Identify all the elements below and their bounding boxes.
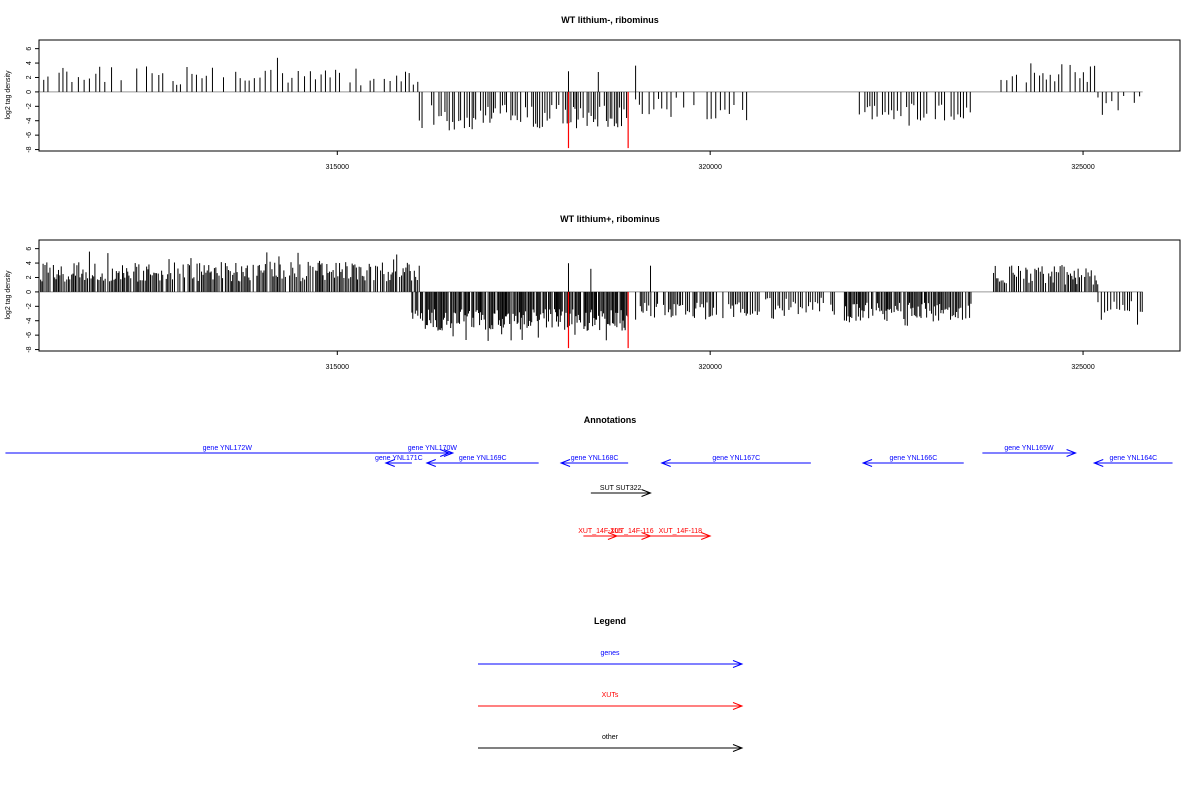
y-tick-label: -8 <box>26 346 33 352</box>
feature-arrowhead <box>861 459 873 467</box>
panel-title: WT lithium+, ribominus <box>560 214 660 224</box>
feature-label: SUT SUT322 <box>600 485 642 492</box>
y-tick-label: 2 <box>26 75 33 79</box>
plot-frame <box>38 39 1181 152</box>
y-axis: 6 4 2 0 -2 -4 -6 -8 <box>26 47 39 153</box>
legend-label: other <box>602 734 619 741</box>
y-tick-label: -2 <box>26 303 33 309</box>
xut-feature: XUT_14F-118 <box>650 528 712 540</box>
feature-label: XUT_14F-105 <box>578 528 622 535</box>
feature-label: gene YNL168C <box>571 455 619 462</box>
legend-title: Legend <box>594 616 626 626</box>
gene-feature: gene YNL169C <box>425 455 539 467</box>
gene-feature: gene YNL168C <box>559 455 629 467</box>
y-axis-label: log2 tag density <box>5 270 12 320</box>
feature-label: XUT_14F-118 <box>659 528 703 535</box>
annotations-panel: Annotations gene YNL172W gene YNL170Wgene… <box>5 415 1173 540</box>
legend: Legend genes XUTs other <box>478 616 744 752</box>
legend-item-xuts: XUTs <box>478 692 744 710</box>
plot-frame <box>38 239 1181 352</box>
legend-items: genes XUTs other <box>478 650 744 752</box>
x-tick-label: 320000 <box>698 364 721 371</box>
y-tick-label: 2 <box>26 275 33 279</box>
feature-label: gene YNL165W <box>1004 445 1054 452</box>
gene-feature: gene YNL171C <box>375 455 423 467</box>
track-panel-lithium-minus: WT lithium-, ribominus log2 tag density … <box>5 15 1181 171</box>
x-tick-label: 315000 <box>326 364 349 371</box>
x-axis: 315000 320000 325000 <box>326 151 1095 171</box>
y-tick-label: 0 <box>26 90 33 94</box>
y-tick-label: -6 <box>26 332 33 338</box>
feature-arrowhead <box>660 459 671 467</box>
y-tick-label: 6 <box>26 47 33 51</box>
feature-arrowhead <box>559 459 571 467</box>
y-tick-label: -6 <box>26 132 33 138</box>
y-tick-label: 4 <box>26 261 33 265</box>
feature-arrowhead <box>425 459 436 467</box>
annotation-features: gene YNL172W gene YNL170W gene YNL171C gene… <box>5 445 1173 540</box>
feature-label: gene YNL172W <box>203 445 253 452</box>
track-bars <box>39 251 1143 349</box>
feature-label: gene YNL164C <box>1110 455 1158 462</box>
y-tick-label: 0 <box>26 290 33 294</box>
legend-arrowhead <box>732 744 744 752</box>
x-tick-label: 320000 <box>698 164 721 171</box>
x-axis: 315000 320000 325000 <box>326 351 1095 371</box>
feature-label: XUT_14F-116 <box>610 528 654 535</box>
gene-feature: gene YNL165W <box>982 445 1077 457</box>
legend-arrowhead <box>732 702 744 710</box>
y-axis-label: log2 tag density <box>5 70 12 120</box>
y-tick-label: -4 <box>26 318 33 324</box>
y-tick-label: 4 <box>26 61 33 65</box>
feature-label: gene YNL169C <box>459 455 507 462</box>
gene-feature: gene YNL170W <box>408 445 458 457</box>
feature-label: gene YNL170W <box>408 445 458 452</box>
y-tick-label: -4 <box>26 118 33 124</box>
track-panel-lithium-plus: WT lithium+, ribominus log2 tag density … <box>5 214 1181 371</box>
feature-arrowhead <box>700 532 712 540</box>
feature-arrowhead <box>641 489 652 497</box>
feature-label: gene YNL171C <box>375 455 423 462</box>
sut-feature: SUT SUT322 <box>590 485 652 497</box>
legend-label: XUTs <box>602 692 619 699</box>
track-bars <box>38 57 1143 149</box>
feature-label: gene YNL166C <box>890 455 938 462</box>
gene-feature: gene YNL167C <box>660 455 811 467</box>
feature-arrowhead <box>384 459 395 467</box>
gene-feature: gene YNL166C <box>861 455 964 467</box>
y-axis: 6 4 2 0 -2 -4 -6 -8 <box>26 247 39 353</box>
feature-arrowhead <box>1066 449 1077 457</box>
legend-item-genes: genes <box>478 650 744 668</box>
annotations-title: Annotations <box>584 415 637 425</box>
y-tick-label: -8 <box>26 146 33 152</box>
feature-arrowhead <box>443 449 455 457</box>
legend-arrowhead <box>732 660 744 668</box>
legend-item-other: other <box>478 734 744 752</box>
y-tick-label: -2 <box>26 103 33 109</box>
feature-arrowhead <box>1092 459 1104 467</box>
x-tick-label: 315000 <box>326 164 349 171</box>
y-tick-label: 6 <box>26 247 33 251</box>
x-tick-label: 325000 <box>1071 364 1094 371</box>
gene-feature: gene YNL164C <box>1092 455 1173 467</box>
legend-label: genes <box>600 650 620 657</box>
panel-title: WT lithium-, ribominus <box>561 15 659 25</box>
feature-label: gene YNL167C <box>712 455 760 462</box>
x-tick-label: 325000 <box>1071 164 1094 171</box>
